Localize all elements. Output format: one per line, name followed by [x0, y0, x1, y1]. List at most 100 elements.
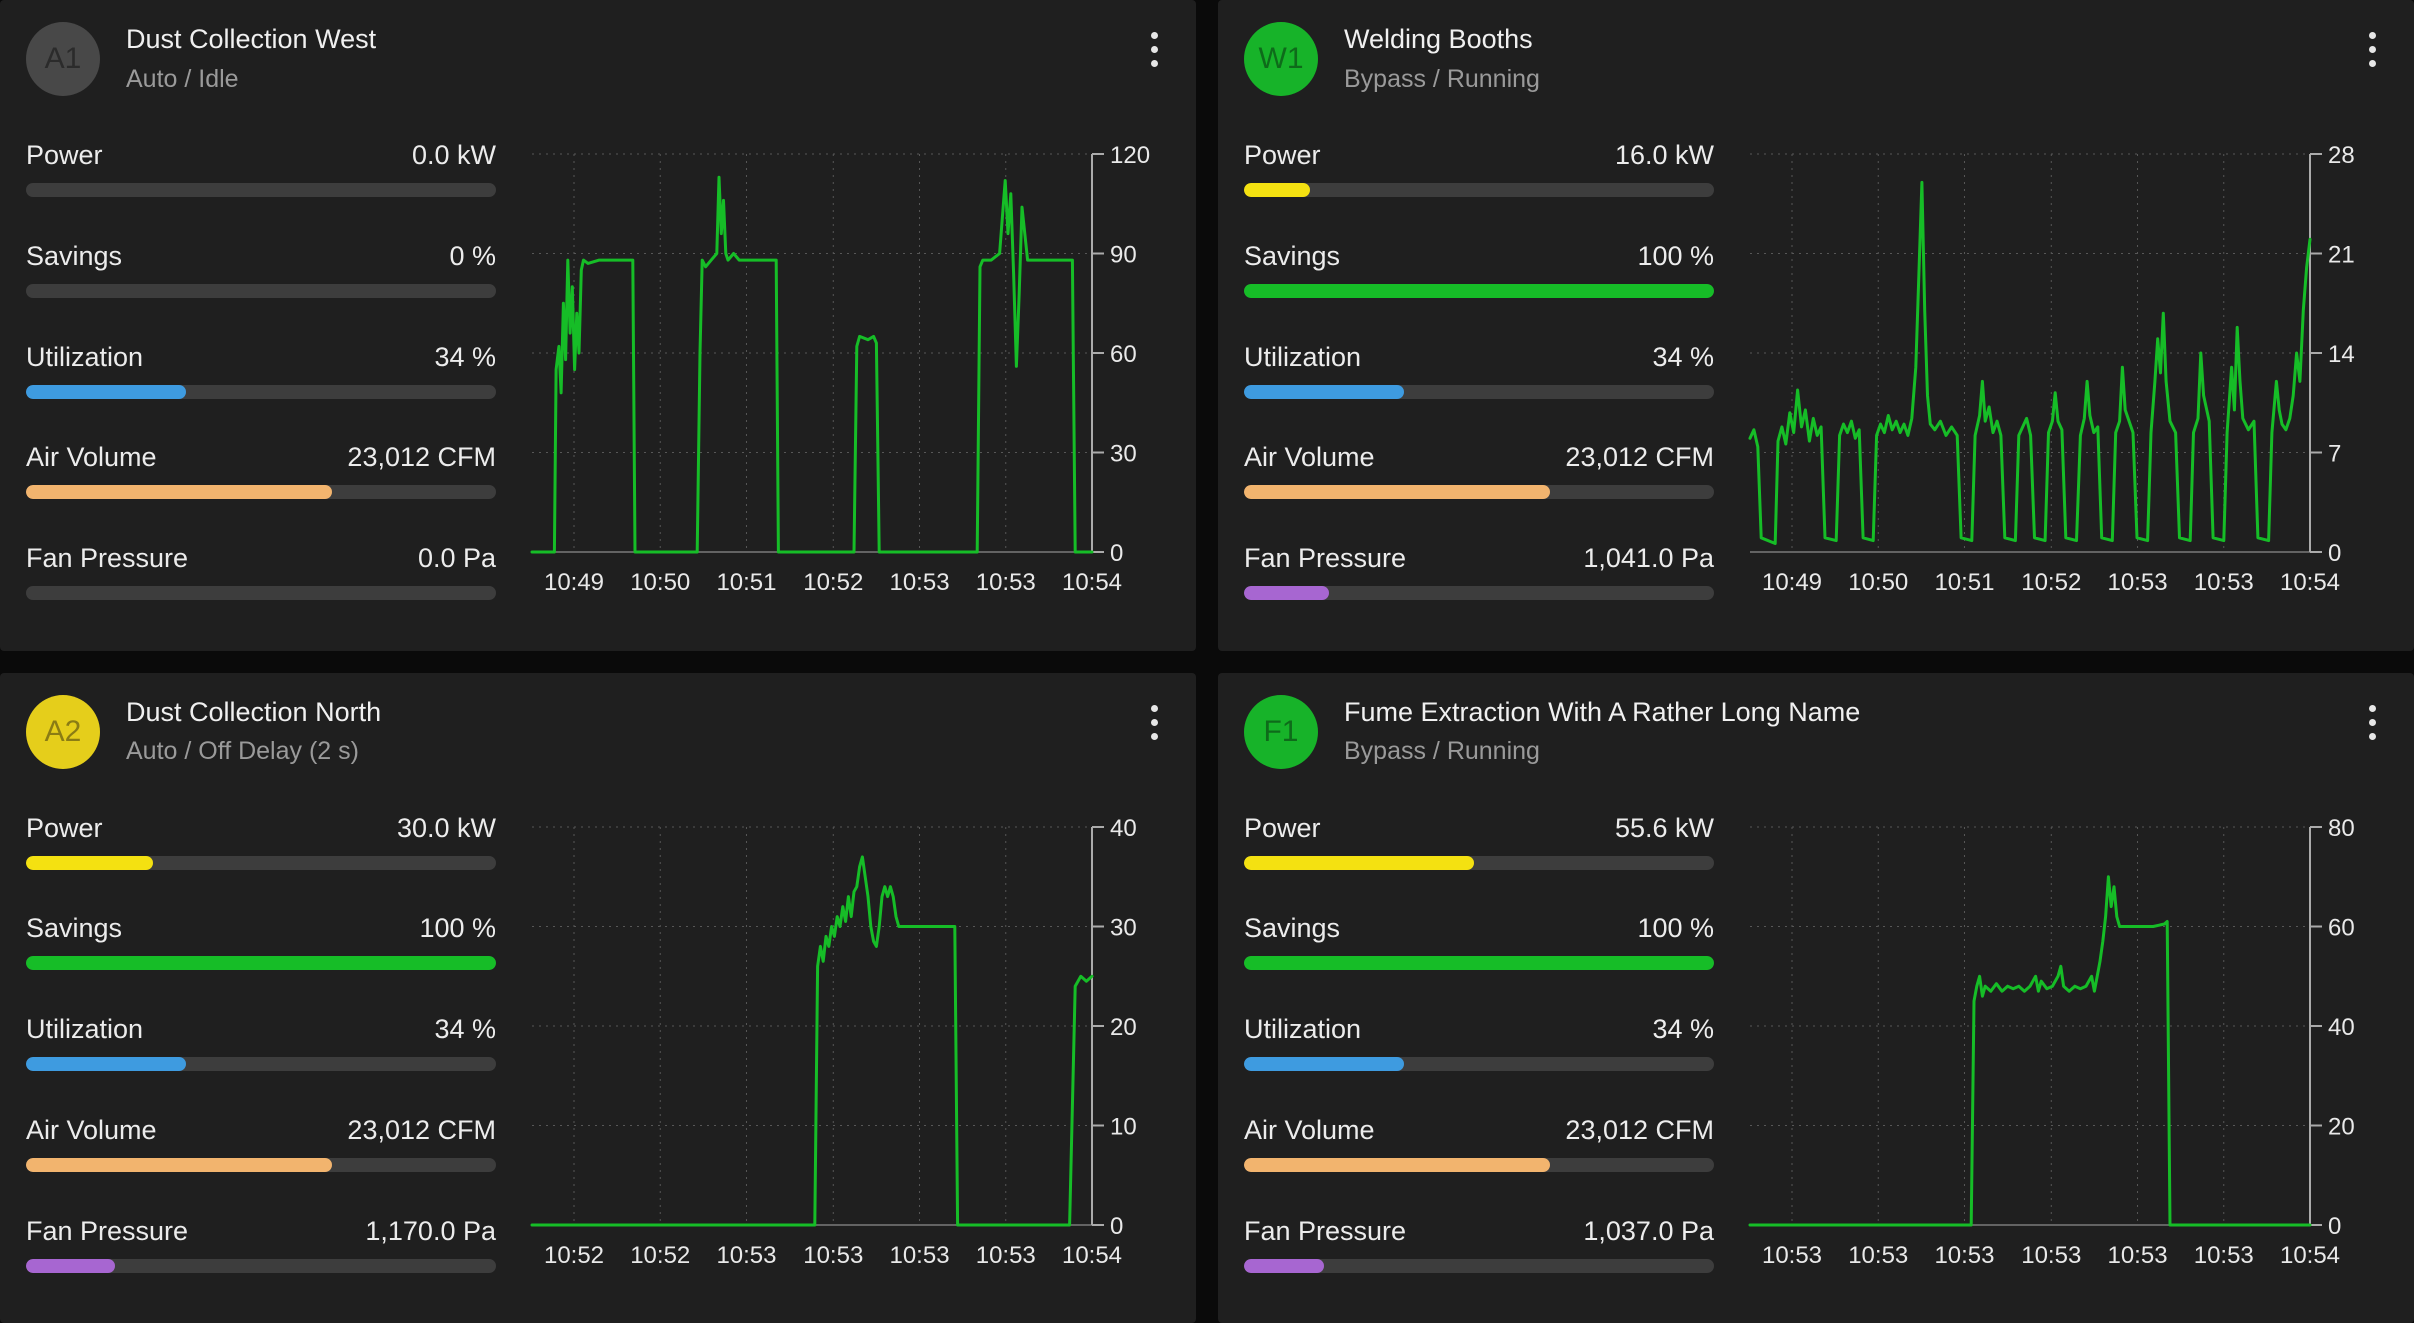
x-tick-label: 10:49	[544, 569, 604, 596]
device-title: Welding Booths	[1344, 24, 1533, 55]
stat-bar-track	[1244, 1157, 1714, 1172]
stat-bar-fill	[1244, 1057, 1404, 1071]
stat-bar-track	[26, 283, 496, 298]
y-tick-label: 30	[1110, 914, 1137, 941]
panel-header: W1 Welding Booths Bypass / Running	[1244, 22, 2388, 96]
y-tick-label: 0	[1110, 540, 1123, 567]
device-panel: A2 Dust Collection North Auto / Off Dela…	[0, 672, 1196, 1323]
stat-value: 0 %	[449, 240, 496, 271]
x-tick-label: 10:50	[1848, 569, 1908, 596]
x-tick-label: 10:53	[889, 569, 949, 596]
panel-menu-button[interactable]	[2357, 22, 2388, 77]
stat-label: Savings	[26, 240, 123, 271]
stat-bar-track	[1244, 1258, 1714, 1273]
x-tick-label: 10:53	[976, 1242, 1036, 1269]
stat-bar-track	[1244, 485, 1714, 500]
stat-row: Savings 100 %	[1244, 241, 1714, 298]
stat-bar-fill	[1244, 283, 1714, 298]
stat-label: Power	[26, 812, 103, 843]
device-status: Auto / Idle	[126, 64, 239, 93]
stat-line: Savings 100 %	[1244, 913, 1714, 944]
stat-row: Savings 0 %	[26, 241, 496, 298]
stat-row: Power 0.0 kW	[26, 140, 496, 197]
chart: 0 10 20 30 40 10:52 10:52 10:53 10:53 10:53 10:53 1…	[520, 813, 1170, 1275]
panel-header: A1 Dust Collection West Auto / Idle	[26, 22, 1170, 96]
stat-line: Savings 0 %	[26, 241, 496, 272]
stat-label: Power	[1244, 812, 1321, 843]
stat-label: Savings	[26, 913, 123, 944]
stat-value: 1,037.0 Pa	[1583, 1215, 1714, 1246]
y-tick-label: 60	[2328, 914, 2355, 941]
device-status: Bypass / Running	[1344, 737, 1540, 766]
stat-bar-track	[26, 183, 496, 197]
x-tick-label: 10:53	[1762, 1242, 1822, 1269]
x-tick-label: 10:53	[1934, 1242, 1994, 1269]
x-tick-label: 10:53	[2107, 569, 2167, 596]
stat-value: 100 %	[1637, 913, 1714, 944]
stat-bar-fill	[26, 384, 186, 399]
x-tick-label: 10:51	[1934, 569, 1994, 596]
stat-label: Utilization	[26, 341, 144, 372]
y-tick-label: 80	[2328, 815, 2355, 842]
stat-line: Fan Pressure 1,037.0 Pa	[1244, 1216, 1714, 1247]
x-tick-label: 10:49	[1762, 569, 1822, 596]
chart-line	[1748, 874, 2312, 1226]
stat-bar-track	[26, 384, 496, 399]
x-tick-label: 10:54	[2280, 569, 2340, 596]
device-head-text: Dust Collection West Auto / Idle	[126, 24, 376, 93]
panel-header: A2 Dust Collection North Auto / Off Dela…	[26, 694, 1170, 769]
x-tick-label: 10:53	[716, 1242, 776, 1269]
y-tick-label: 10	[1110, 1113, 1137, 1140]
chart: 0 7 14 21 28 10:49 10:50 10:51 10:52 10:53 10:53 10…	[1738, 140, 2388, 602]
stats-list: Power 16.0 kW Savings 100 % Utilization …	[1244, 140, 1714, 600]
stat-row: Utilization 34 %	[1244, 1014, 1714, 1071]
stat-label: Air Volume	[26, 1114, 157, 1145]
panel-menu-button[interactable]	[1139, 695, 1170, 750]
y-tick-label: 90	[1110, 242, 1137, 269]
stat-value: 0.0 kW	[411, 140, 496, 170]
kebab-vertical-icon	[1151, 32, 1158, 39]
stat-label: Air Volume	[26, 442, 157, 473]
stat-bar-track	[1244, 956, 1714, 971]
stat-line: Power 55.6 kW	[1244, 813, 1714, 844]
stat-bar-track	[1244, 586, 1714, 600]
device-title: Dust Collection West	[126, 24, 377, 55]
stat-label: Power	[1244, 140, 1321, 170]
stat-label: Power	[26, 140, 103, 170]
x-tick-label: 10:52	[2021, 569, 2081, 596]
stat-row: Power 55.6 kW	[1244, 813, 1714, 870]
device-avatar-label: A2	[44, 714, 82, 748]
stat-bar-track	[1244, 283, 1714, 298]
stat-row: Utilization 34 %	[26, 342, 496, 399]
stats-list: Power 55.6 kW Savings 100 % Utilization …	[1244, 813, 1714, 1273]
panel-menu-button[interactable]	[1139, 22, 1170, 77]
y-tick-label: 0	[2328, 540, 2341, 567]
stat-bar-track	[26, 1057, 496, 1071]
y-tick-label: 28	[2328, 142, 2355, 169]
x-tick-label: 10:53	[803, 1242, 863, 1269]
panel-body: Power 55.6 kW Savings 100 % Utilization …	[1244, 813, 2388, 1275]
x-tick-label: 10:53	[2194, 1242, 2254, 1269]
chart-line	[530, 854, 1094, 1226]
stat-bar-fill	[1244, 1258, 1324, 1273]
y-tick-label: 21	[2328, 242, 2355, 269]
stat-row: Utilization 34 %	[26, 1014, 496, 1071]
x-tick-label: 10:52	[803, 569, 863, 596]
panel-menu-button[interactable]	[2357, 695, 2388, 750]
stat-line: Fan Pressure 1,170.0 Pa	[26, 1216, 496, 1247]
stat-row: Fan Pressure 1,041.0 Pa	[1244, 543, 1714, 600]
device-status: Auto / Off Delay (2 s)	[126, 737, 359, 766]
stat-bar-track	[1244, 183, 1714, 197]
stat-value: 100 %	[1637, 240, 1714, 271]
kebab-vertical-icon	[2369, 704, 2376, 712]
device-avatar-label: A1	[44, 42, 82, 75]
x-tick-label: 10:53	[889, 1242, 949, 1269]
stat-row: Air Volume 23,012 CFM	[26, 1115, 496, 1172]
stat-bar-track	[26, 1258, 496, 1273]
stat-bar-fill	[26, 956, 496, 971]
y-tick-label: 20	[1110, 1014, 1137, 1041]
stat-line: Utilization 34 %	[26, 342, 496, 373]
stat-line: Utilization 34 %	[1244, 1014, 1714, 1045]
x-tick-label: 10:53	[2194, 569, 2254, 596]
stats-list: Power 0.0 kW Savings 0 % Utilization 34 …	[26, 140, 496, 600]
